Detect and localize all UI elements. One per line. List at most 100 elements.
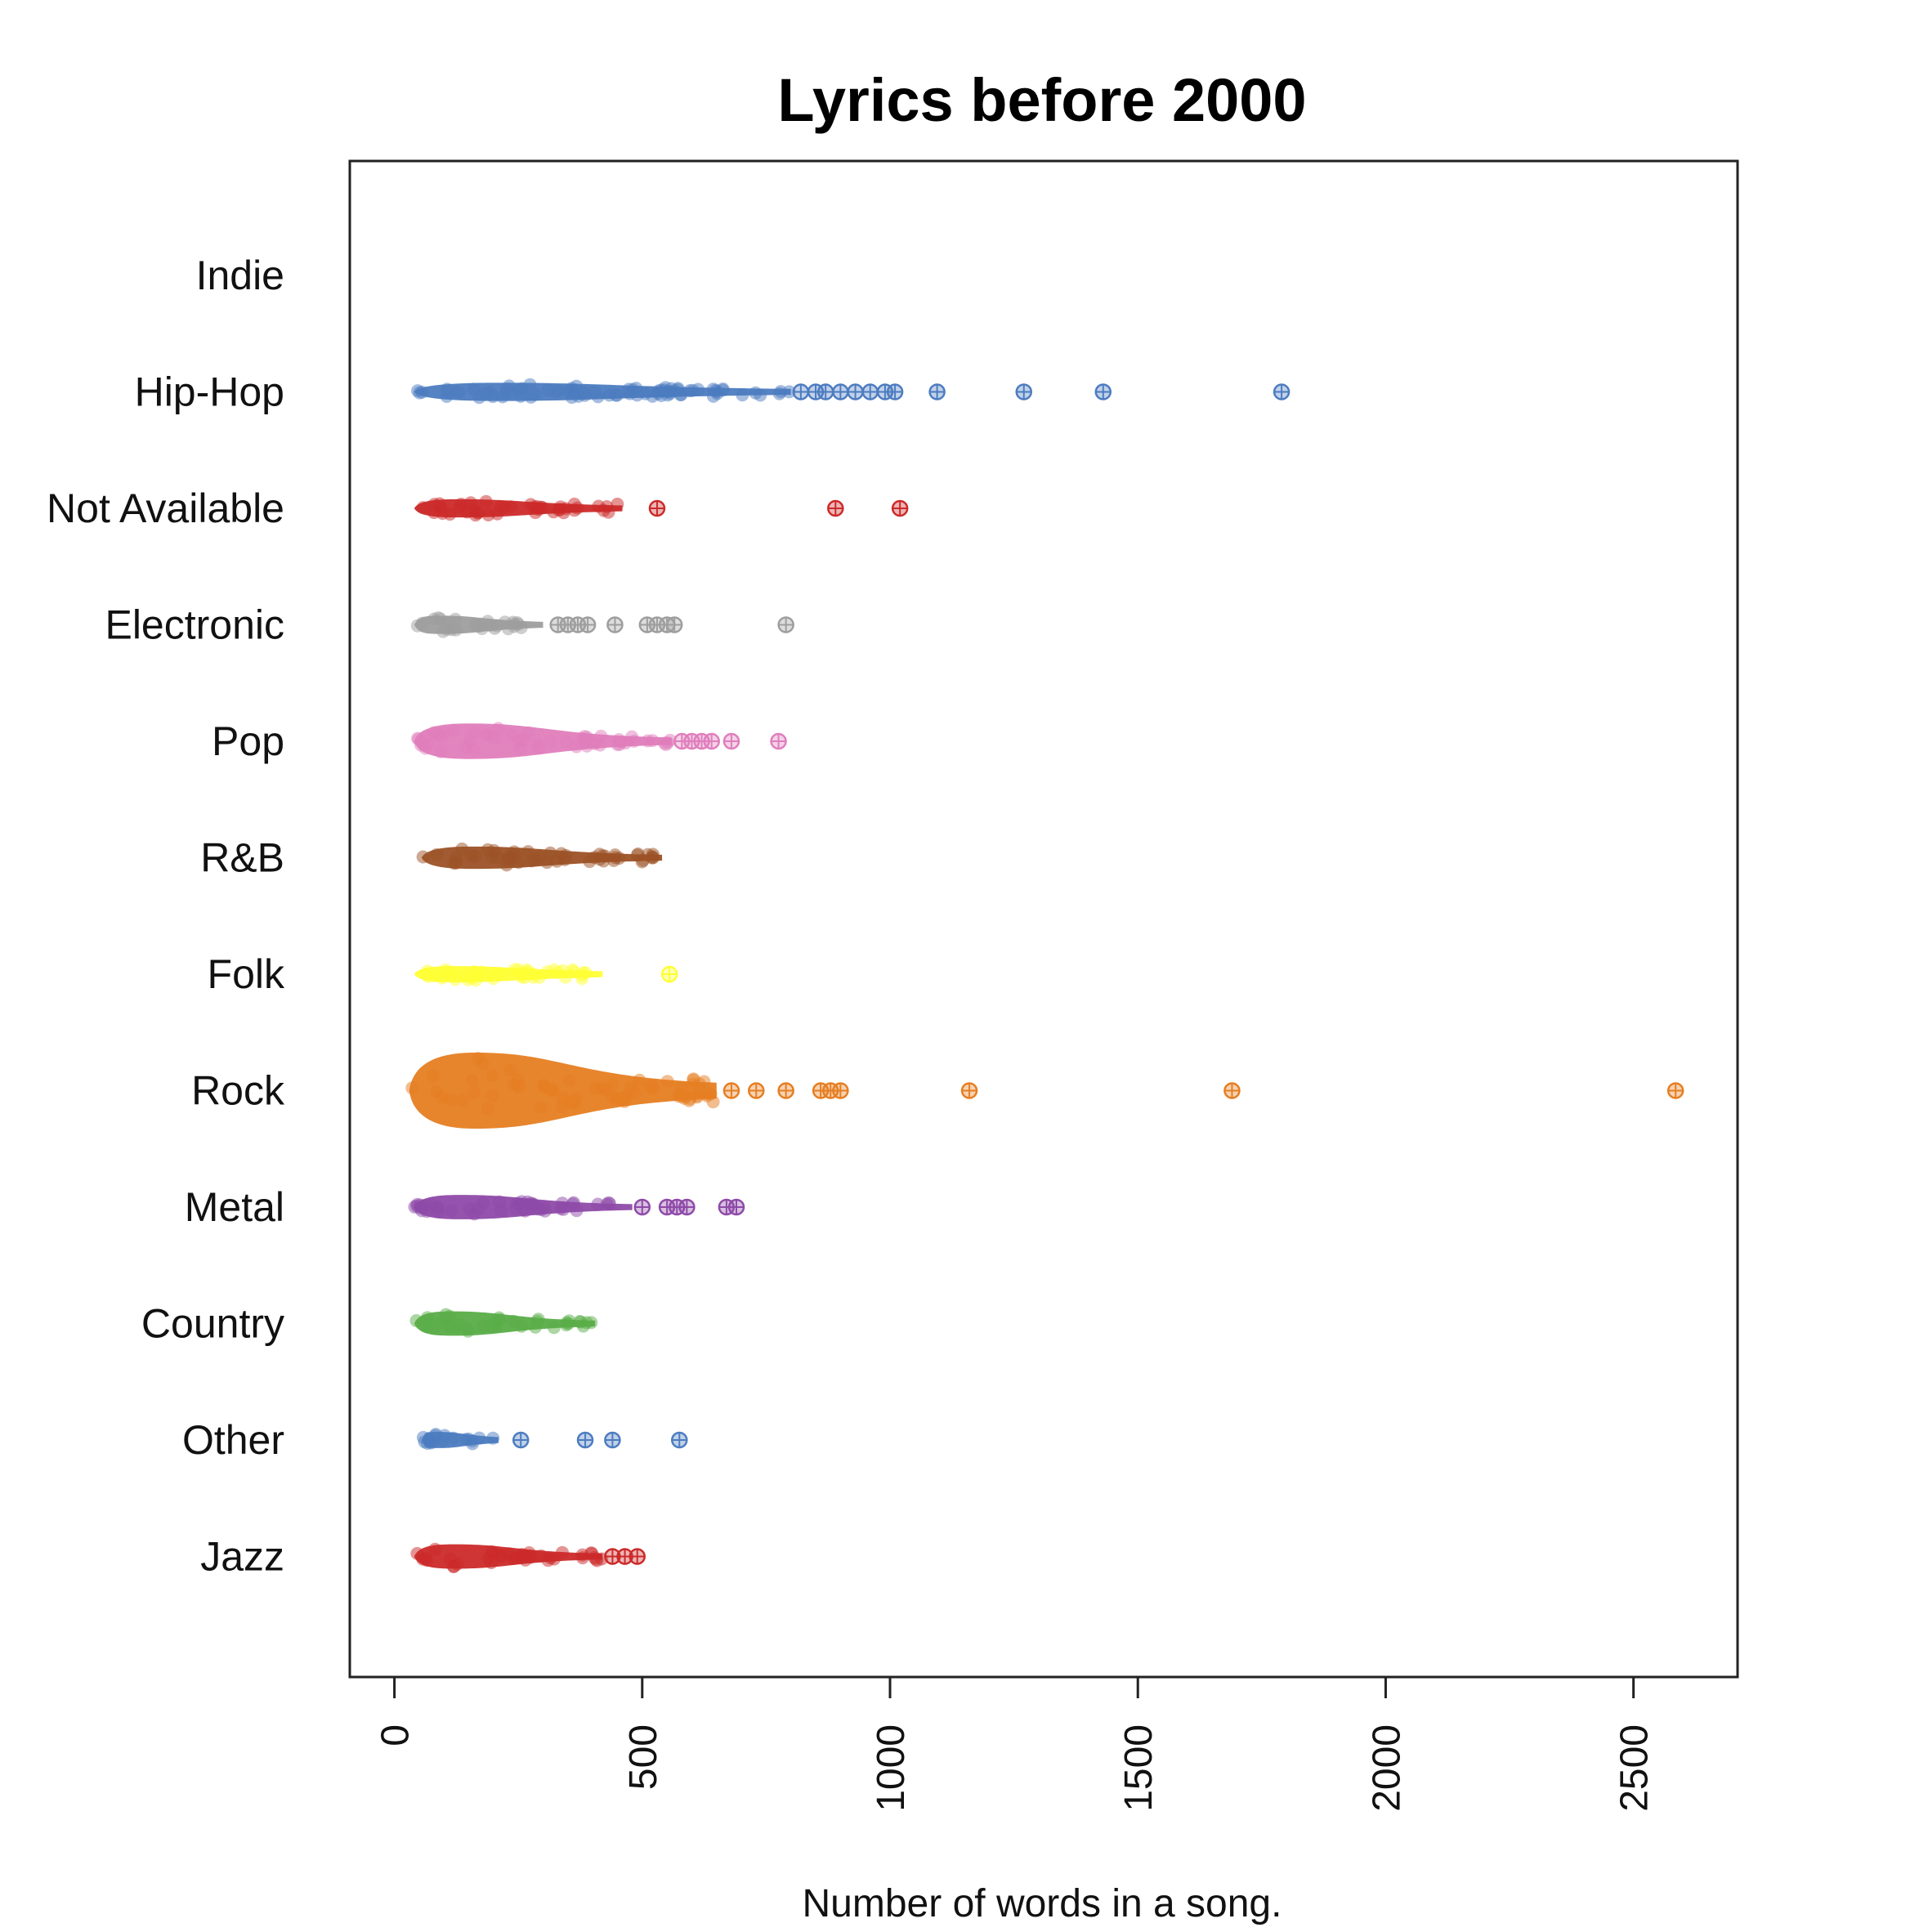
data-point xyxy=(517,733,530,747)
data-point xyxy=(832,1082,849,1099)
series-9 xyxy=(409,1308,598,1338)
y-tick-label: Rock xyxy=(191,1068,285,1114)
data-point xyxy=(494,1204,508,1217)
data-point xyxy=(562,1074,576,1087)
data-point xyxy=(570,501,584,515)
data-point xyxy=(427,969,441,982)
data-point xyxy=(466,1434,479,1447)
data-point xyxy=(628,1086,642,1100)
data-point xyxy=(464,849,478,862)
data-point xyxy=(449,612,463,626)
data-point xyxy=(622,382,636,396)
data-point xyxy=(471,1052,485,1066)
data-point xyxy=(409,1314,423,1327)
data-point xyxy=(646,1081,660,1095)
data-point xyxy=(554,1201,568,1215)
y-tick-label: Not Available xyxy=(47,485,284,531)
data-point xyxy=(427,1069,441,1083)
data-point xyxy=(559,1318,573,1332)
data-point xyxy=(576,966,590,980)
data-point xyxy=(421,1311,434,1325)
data-point xyxy=(816,383,834,400)
data-point xyxy=(535,1549,548,1563)
data-point xyxy=(722,732,740,750)
y-tick-label: Other xyxy=(182,1417,284,1463)
data-point xyxy=(427,726,441,740)
data-point xyxy=(440,622,454,636)
data-point xyxy=(488,731,502,745)
data-point xyxy=(506,1551,520,1565)
data-point xyxy=(491,967,505,981)
data-point xyxy=(602,388,616,402)
data-point xyxy=(486,1089,500,1102)
y-tick-label: Folk xyxy=(208,951,285,997)
y-tick-label: Electronic xyxy=(105,602,284,648)
data-point xyxy=(523,378,537,391)
data-point xyxy=(524,1550,538,1563)
data-point xyxy=(541,383,555,397)
data-point xyxy=(662,384,676,398)
data-point xyxy=(432,611,445,624)
data-point xyxy=(832,383,849,400)
data-point xyxy=(532,741,546,755)
data-point xyxy=(792,383,810,400)
data-point xyxy=(603,1196,616,1210)
data-point xyxy=(446,723,460,737)
data-point xyxy=(960,1082,978,1099)
data-point xyxy=(455,842,469,856)
point-cluster xyxy=(409,1053,717,1129)
data-point xyxy=(405,1081,419,1095)
data-point xyxy=(691,382,705,396)
data-point xyxy=(503,1063,517,1076)
data-point xyxy=(421,1437,434,1450)
data-point xyxy=(700,1089,714,1102)
y-tick-label: Pop xyxy=(212,718,284,764)
data-point xyxy=(443,508,457,521)
data-point xyxy=(508,617,521,631)
data-point xyxy=(722,1082,740,1099)
data-point xyxy=(588,385,601,399)
data-point xyxy=(660,965,678,983)
data-point xyxy=(485,1069,499,1083)
data-point xyxy=(674,388,688,401)
data-point xyxy=(576,1431,594,1449)
data-point xyxy=(619,736,633,750)
data-point xyxy=(646,734,660,748)
data-point xyxy=(445,1204,459,1218)
data-point xyxy=(1015,383,1032,400)
data-point xyxy=(554,847,568,861)
data-point xyxy=(683,1092,697,1106)
data-point xyxy=(515,1319,528,1333)
data-point xyxy=(525,854,539,868)
data-point xyxy=(412,732,426,746)
data-point xyxy=(485,1556,499,1569)
data-point xyxy=(777,1082,794,1099)
data-point xyxy=(510,1196,524,1210)
data-point xyxy=(481,843,494,856)
y-tick-label: Country xyxy=(141,1301,284,1347)
data-point xyxy=(1273,383,1291,400)
data-point xyxy=(505,728,519,742)
data-point xyxy=(434,745,447,758)
data-point xyxy=(1223,1082,1241,1099)
data-point xyxy=(520,967,534,981)
data-point xyxy=(678,1198,696,1216)
data-point xyxy=(583,733,596,747)
data-point xyxy=(460,969,474,983)
data-point xyxy=(443,1552,457,1566)
y-tick-label: R&B xyxy=(200,835,284,881)
x-tick-label: 2000 xyxy=(1365,1724,1408,1812)
data-point xyxy=(479,386,493,400)
data-point xyxy=(628,1548,646,1565)
data-point xyxy=(709,383,722,397)
x-tick-label: 1000 xyxy=(870,1724,913,1812)
data-point xyxy=(472,506,485,519)
data-point xyxy=(631,848,644,862)
x-tick-label: 2500 xyxy=(1613,1724,1657,1812)
data-point xyxy=(727,1198,745,1216)
series-3 xyxy=(410,611,794,638)
data-point xyxy=(861,383,879,400)
data-point xyxy=(692,1077,706,1091)
chart-title: Lyrics before 2000 xyxy=(777,66,1306,134)
